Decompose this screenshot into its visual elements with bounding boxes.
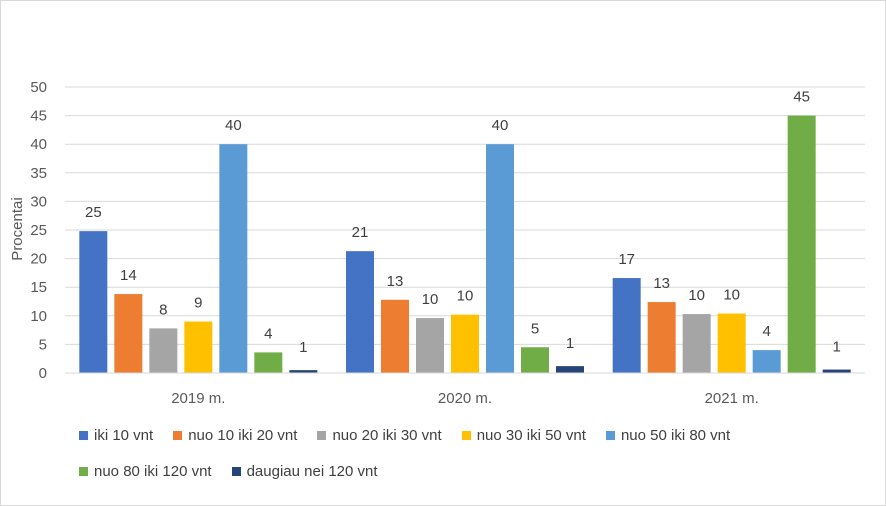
bar (556, 366, 584, 373)
x-tick-label: 2019 m. (171, 390, 225, 407)
y-tick-label: 30 (30, 193, 47, 210)
legend-swatch (173, 430, 183, 440)
data-label: 13 (387, 273, 404, 290)
data-label: 10 (422, 291, 439, 308)
data-label: 8 (159, 301, 167, 318)
legend-swatch (317, 430, 327, 440)
legend-label: nuo 10 iki 20 vnt (188, 426, 298, 444)
bar (114, 294, 143, 373)
y-tick-label: 50 (30, 79, 47, 96)
x-axis-ticks: 2019 m. 2020 m. 2021 m. (171, 390, 759, 407)
bar (416, 318, 444, 373)
data-label: 10 (688, 287, 705, 304)
legend-label: nuo 30 iki 50 vnt (476, 426, 586, 444)
bar (521, 347, 549, 373)
data-label: 10 (723, 287, 740, 304)
data-label: 5 (531, 320, 539, 337)
bar (612, 278, 641, 373)
legend-label: iki 10 vnt (94, 426, 154, 444)
y-tick-label: 40 (30, 136, 47, 153)
y-tick-label: 0 (39, 365, 47, 382)
legend-label: nuo 80 iki 120 vnt (94, 462, 212, 480)
legend-label: nuo 50 iki 80 vnt (620, 426, 731, 444)
legend-item: nuo 20 iki 30 vnt (317, 425, 442, 445)
bar (752, 350, 781, 373)
legend-swatch (79, 466, 88, 476)
legend-item: nuo 30 iki 50 vnt (461, 425, 586, 445)
legend-label: nuo 20 iki 30 vnt (332, 426, 442, 444)
bar (346, 251, 374, 373)
legend-swatch (605, 430, 615, 440)
bar (822, 369, 851, 373)
data-label: 14 (120, 267, 137, 284)
y-tick-label: 15 (30, 279, 47, 296)
data-label: 21 (352, 224, 369, 241)
data-label: 45 (793, 89, 810, 106)
bar (381, 299, 409, 373)
bar (79, 231, 108, 373)
legend-item: iki 10 vnt (79, 425, 153, 445)
data-label: 13 (653, 275, 670, 292)
bar (787, 115, 816, 373)
bars (79, 115, 851, 373)
data-label: 40 (492, 117, 509, 134)
legend-swatch (79, 430, 88, 440)
data-label: 40 (225, 117, 242, 134)
data-label: 10 (457, 288, 474, 305)
y-tick-label: 45 (30, 108, 47, 125)
legend-item: nuo 50 iki 80 vnt (605, 425, 731, 445)
data-label: 9 (194, 295, 202, 312)
legend-item: daugiau nei 120 vnt (231, 461, 378, 481)
x-tick-label: 2020 m. (438, 390, 492, 407)
legend-swatch (461, 430, 471, 440)
legend-label: daugiau nei 120 vnt (246, 462, 378, 480)
bar (219, 144, 248, 373)
bar (486, 144, 514, 373)
y-axis-ticks: 0 5 10 15 20 25 30 35 40 45 50 (30, 79, 47, 382)
bar (184, 321, 213, 373)
bar (717, 313, 746, 373)
data-labels: 25 14 8 9 40 4 1 21 13 10 10 40 5 1 17 13 10 10 4 45 1 (85, 89, 841, 357)
data-label: 1 (832, 339, 840, 356)
y-tick-label: 20 (30, 251, 47, 268)
legend-item: nuo 10 iki 20 vnt (173, 425, 297, 445)
data-label: 25 (85, 204, 102, 221)
y-tick-label: 35 (30, 165, 47, 182)
bar (451, 314, 479, 373)
legend-item: nuo 80 iki 120 vnt (79, 461, 212, 481)
data-label: 17 (618, 251, 635, 268)
bar (289, 370, 318, 373)
data-label: 4 (264, 325, 272, 342)
legend-swatch (231, 466, 241, 476)
bar (647, 302, 676, 373)
x-tick-label: 2021 m. (705, 390, 759, 407)
data-label: 1 (566, 335, 574, 352)
y-tick-label: 25 (30, 222, 47, 239)
bar (682, 314, 711, 373)
legend: iki 10 vnt nuo 10 iki 20 vnt nuo 20 iki 30… (79, 425, 839, 481)
y-tick-label: 10 (30, 308, 47, 325)
y-axis-label: Procentai (9, 197, 26, 260)
data-label: 4 (762, 323, 770, 340)
y-tick-label: 5 (39, 336, 47, 353)
bar (149, 328, 178, 373)
data-label: 1 (299, 339, 307, 356)
bar (254, 352, 283, 373)
gridlines (65, 86, 865, 345)
